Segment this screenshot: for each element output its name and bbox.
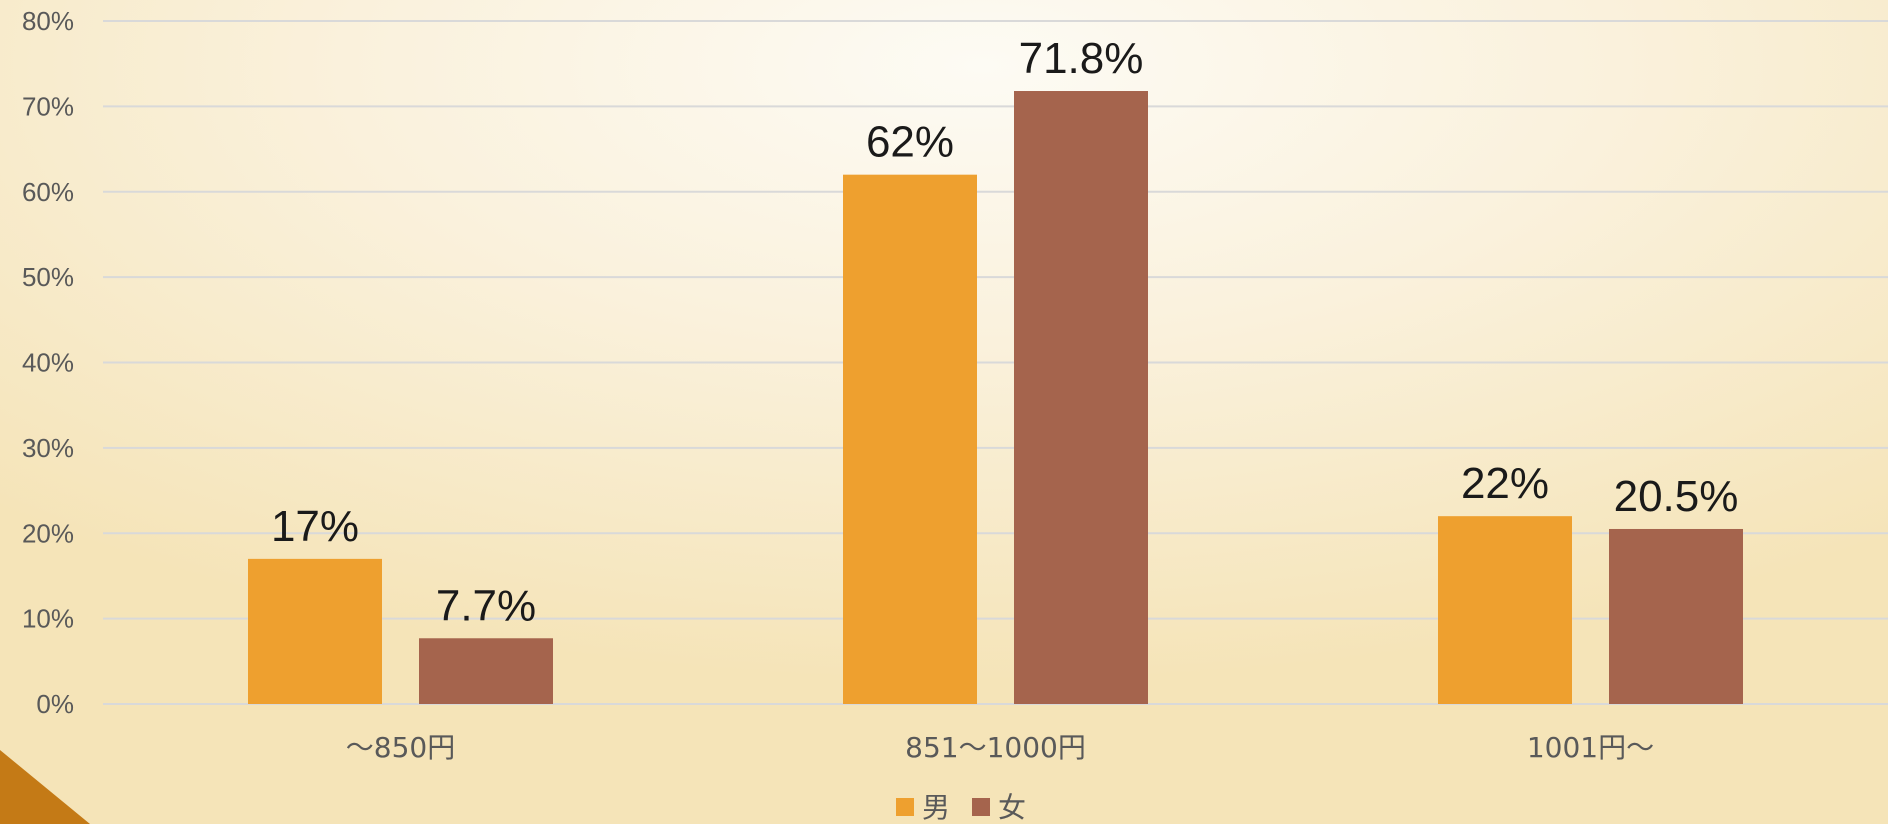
y-axis-tick-labels: 0% 10% 20% 30% 40% 50% 60% 70% 80% [22, 6, 74, 719]
data-label: 71.8% [1019, 34, 1144, 83]
bar [1438, 516, 1572, 704]
y-tick-label: 60% [22, 177, 74, 207]
data-label: 17% [271, 502, 359, 551]
legend-swatch [896, 798, 914, 816]
data-label: 62% [866, 118, 954, 167]
bar [419, 638, 553, 704]
y-tick-label: 40% [22, 348, 74, 378]
y-tick-label: 30% [22, 433, 74, 463]
x-axis-tick-labels: ～850円 851～1000円 1001円～ [346, 731, 1654, 764]
bar [843, 174, 977, 705]
legend-label: 女 [998, 791, 1026, 824]
legend-label: 男 [922, 791, 950, 824]
legend-swatch [972, 798, 990, 816]
bar [248, 558, 382, 704]
bars [248, 91, 1743, 705]
y-tick-label: 50% [22, 262, 74, 292]
bar [1014, 91, 1148, 704]
corner-decoration [0, 750, 90, 824]
x-tick-label: 851～1000円 [905, 731, 1086, 764]
y-tick-label: 70% [22, 91, 74, 121]
legend: 男女 [896, 791, 1026, 824]
data-labels: 17% 7.7% 62% 71.8% 22% 20.5% [271, 34, 1738, 630]
x-tick-label: 1001円～ [1527, 731, 1654, 764]
data-label: 20.5% [1614, 472, 1739, 521]
y-tick-label: 10% [22, 604, 74, 634]
y-tick-label: 20% [22, 518, 74, 548]
gridlines [103, 20, 1888, 705]
bar [1609, 528, 1743, 704]
data-label: 22% [1461, 459, 1549, 508]
y-tick-label: 80% [22, 6, 74, 36]
y-tick-label: 0% [36, 689, 74, 719]
data-label: 7.7% [436, 581, 536, 630]
x-tick-label: ～850円 [346, 731, 455, 764]
